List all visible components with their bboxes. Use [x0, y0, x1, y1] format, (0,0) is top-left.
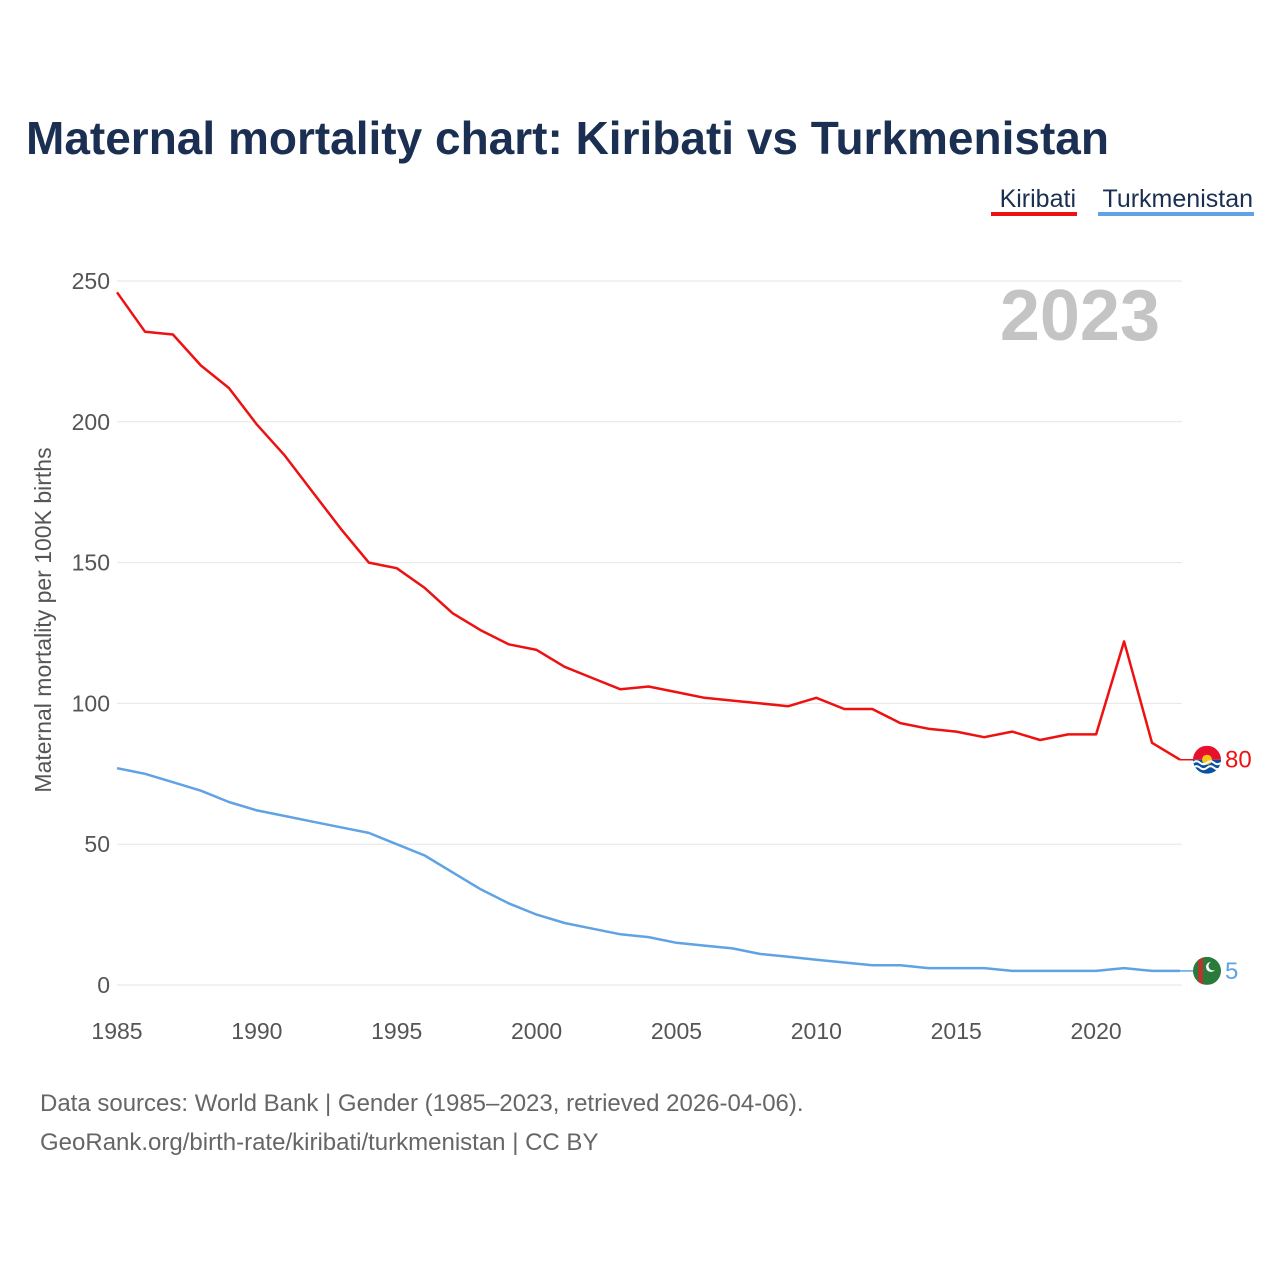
y-tick-label: 100	[72, 690, 110, 716]
legend-swatch-turkmenistan	[1098, 212, 1254, 216]
x-tick-label: 2015	[931, 1018, 982, 1044]
chart-title: Maternal mortality chart: Kiribati vs Tu…	[26, 112, 1109, 164]
source-note: Data sources: World Bank | Gender (1985–…	[40, 1090, 804, 1117]
gridlines	[117, 280, 1182, 986]
y-axis-ticks: 0 50 100 150 200 250	[72, 268, 110, 998]
x-tick-label: 2020	[1070, 1018, 1121, 1044]
x-axis-ticks: 1985 1990 1995 2000 2005 2010 2015 2020	[91, 1018, 1121, 1044]
x-tick-label: 1995	[371, 1018, 422, 1044]
x-tick-label: 1985	[91, 1018, 142, 1044]
x-tick-label: 2000	[511, 1018, 562, 1044]
x-tick-label: 2005	[651, 1018, 702, 1044]
legend-swatch-kiribati	[991, 212, 1077, 216]
credit-link[interactable]: GeoRank.org/birth-rate/kiribati/turkmeni…	[40, 1129, 598, 1156]
x-tick-label: 2010	[791, 1018, 842, 1044]
year-watermark: 2023	[1000, 276, 1160, 356]
series-line-turkmenistan	[116, 766, 1180, 973]
y-axis-title: Maternal mortality per 100K births	[30, 447, 56, 792]
legend-item-kiribati[interactable]: Kiribati	[1000, 185, 1076, 213]
x-tick-label: 1990	[231, 1018, 282, 1044]
end-label-kiribati: 80	[1225, 747, 1252, 774]
y-tick-label: 50	[84, 831, 110, 857]
y-tick-label: 150	[72, 550, 110, 576]
y-tick-label: 0	[97, 972, 110, 998]
turkmenistan-flag-icon	[1193, 956, 1221, 985]
legend-item-turkmenistan[interactable]: Turkmenistan	[1102, 185, 1253, 213]
y-tick-label: 250	[72, 268, 110, 294]
end-label-turkmenistan: 5	[1225, 958, 1238, 985]
y-tick-label: 200	[72, 409, 110, 435]
legend: Kiribati Turkmenistan	[991, 185, 1254, 216]
kiribati-flag-icon	[1193, 745, 1221, 774]
series-lines	[115, 291, 1194, 973]
series-line-kiribati	[115, 291, 1181, 761]
